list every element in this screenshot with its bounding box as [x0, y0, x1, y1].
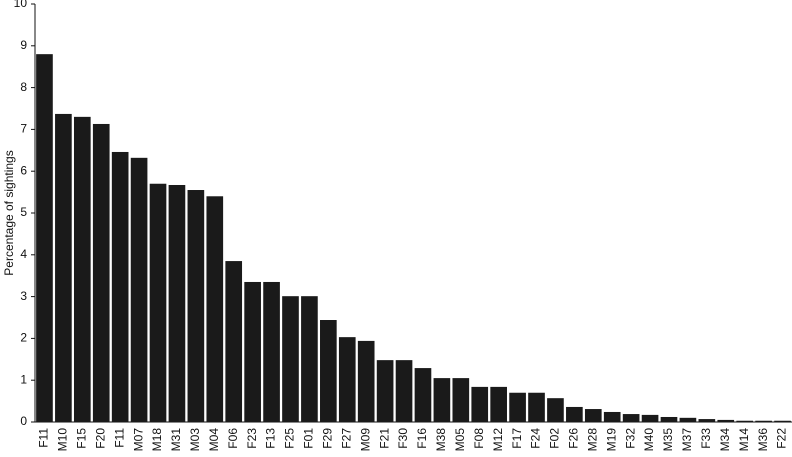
- bar: [509, 392, 526, 422]
- x-tick-label: M18: [150, 428, 164, 452]
- bar: [660, 416, 678, 422]
- y-tick-label: 9: [20, 38, 27, 52]
- y-tick-label: 2: [20, 331, 27, 345]
- x-tick-label: F26: [567, 428, 581, 449]
- x-tick-label: F08: [472, 428, 486, 449]
- y-tick-label: 4: [20, 247, 27, 261]
- bar: [774, 420, 791, 422]
- y-tick-label: 0: [20, 414, 27, 428]
- bar: [357, 340, 375, 422]
- bar: [92, 123, 110, 422]
- bar: [471, 386, 489, 422]
- y-tick-label: 1: [20, 372, 27, 386]
- bar: [584, 409, 602, 422]
- x-tick-label: M40: [642, 428, 656, 452]
- x-tick-label: M38: [434, 428, 448, 452]
- x-tick-label: F13: [264, 428, 278, 449]
- bar: [679, 417, 697, 422]
- bar: [395, 360, 413, 422]
- bar: [206, 196, 224, 422]
- x-tick-label: M14: [737, 428, 751, 452]
- bar: [755, 420, 772, 422]
- x-tick-label: F20: [93, 428, 107, 449]
- x-tick-label: F29: [321, 428, 335, 449]
- bar: [376, 360, 394, 422]
- x-tick-label: M03: [188, 428, 202, 452]
- x-tick-label: F30: [396, 428, 410, 449]
- bar: [717, 419, 735, 422]
- bar: [433, 378, 451, 422]
- x-tick-label: F11: [112, 428, 126, 448]
- bar: [130, 157, 148, 422]
- bar: [55, 113, 72, 423]
- y-tick-label: 7: [20, 122, 27, 136]
- bar: [414, 368, 432, 422]
- x-tick-label: F15: [74, 428, 88, 449]
- x-tick-label: F06: [226, 428, 240, 449]
- x-tick-label: F11: [37, 428, 51, 448]
- bar: [320, 320, 337, 422]
- x-tick-label: M19: [604, 428, 618, 452]
- bar: [244, 281, 261, 422]
- x-tick-label: F25: [283, 428, 297, 449]
- bar: [698, 419, 716, 422]
- x-tick-label: F24: [529, 428, 543, 449]
- x-tick-label: F23: [245, 428, 259, 449]
- bar: [490, 386, 507, 422]
- y-tick-label: 6: [20, 163, 27, 177]
- x-tick-label: F33: [699, 428, 713, 449]
- x-tick-label: M12: [491, 428, 505, 452]
- x-tick-label: M28: [585, 428, 599, 452]
- x-tick-label: M31: [169, 428, 183, 452]
- bar: [168, 184, 186, 422]
- x-tick-label: M37: [680, 428, 694, 452]
- bar: [547, 398, 564, 422]
- bar: [111, 151, 129, 423]
- y-tick-label: 3: [20, 289, 27, 303]
- bar: [301, 296, 318, 422]
- x-tick-label: F01: [302, 428, 316, 449]
- x-tick-label: M35: [661, 428, 675, 452]
- x-tick-label: F02: [548, 428, 562, 449]
- x-tick-label: M04: [207, 428, 221, 452]
- bar: [338, 337, 356, 422]
- y-tick-label: 5: [20, 205, 27, 219]
- x-tick-label: F22: [775, 428, 789, 449]
- bar: [603, 411, 621, 422]
- bar: [736, 420, 754, 422]
- y-tick-label: 10: [14, 0, 28, 10]
- bar: [225, 261, 243, 422]
- bar: [149, 183, 167, 422]
- x-tick-label: F16: [415, 428, 429, 449]
- bar: [73, 116, 91, 423]
- bar: [282, 296, 299, 422]
- bar: [622, 414, 640, 422]
- x-tick-label: M10: [56, 428, 70, 452]
- bar: [566, 406, 583, 422]
- bar: [641, 414, 659, 422]
- x-tick-label: M05: [453, 428, 467, 452]
- x-tick-label: F17: [510, 428, 524, 449]
- y-tick-label: 8: [20, 80, 27, 94]
- x-tick-label: F21: [377, 428, 391, 449]
- x-tick-label: M09: [358, 428, 372, 452]
- bar: [452, 378, 470, 422]
- bar: [263, 281, 280, 422]
- x-tick-label: M34: [718, 428, 732, 452]
- bar: [528, 392, 545, 422]
- x-tick-label: F32: [623, 428, 637, 449]
- y-axis-label: Percentage of sightings: [2, 150, 16, 275]
- x-tick-label: F27: [339, 428, 353, 449]
- bar: [36, 54, 53, 422]
- x-tick-label: M36: [756, 428, 770, 452]
- bar: [187, 190, 205, 422]
- x-tick-label: M07: [131, 428, 145, 452]
